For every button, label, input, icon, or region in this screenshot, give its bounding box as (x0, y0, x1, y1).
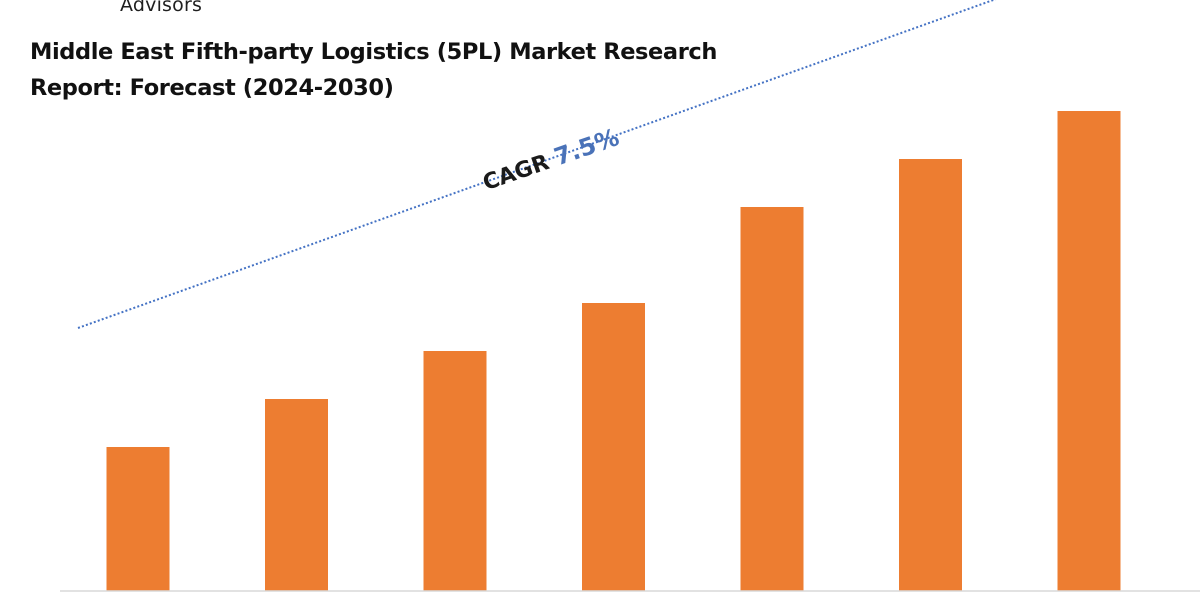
bar-6 (899, 159, 962, 591)
bar-7 (1057, 111, 1121, 591)
brand-logo-text: Advisors (120, 0, 203, 16)
bar-5 (740, 207, 804, 591)
bar-4 (582, 303, 645, 591)
bar-1 (106, 447, 170, 591)
chart-title-line-1: Middle East Fifth-party Logistics (5PL) … (30, 39, 717, 65)
chart-title: Middle East Fifth-party Logistics (5PL) … (30, 34, 750, 106)
cagr-trend-line (77, 0, 997, 329)
bar-2 (265, 399, 328, 591)
bar-3 (423, 351, 487, 591)
chart-title-line-2: Report: Forecast (2024-2030) (30, 75, 394, 101)
bar-series (106, 111, 1121, 591)
